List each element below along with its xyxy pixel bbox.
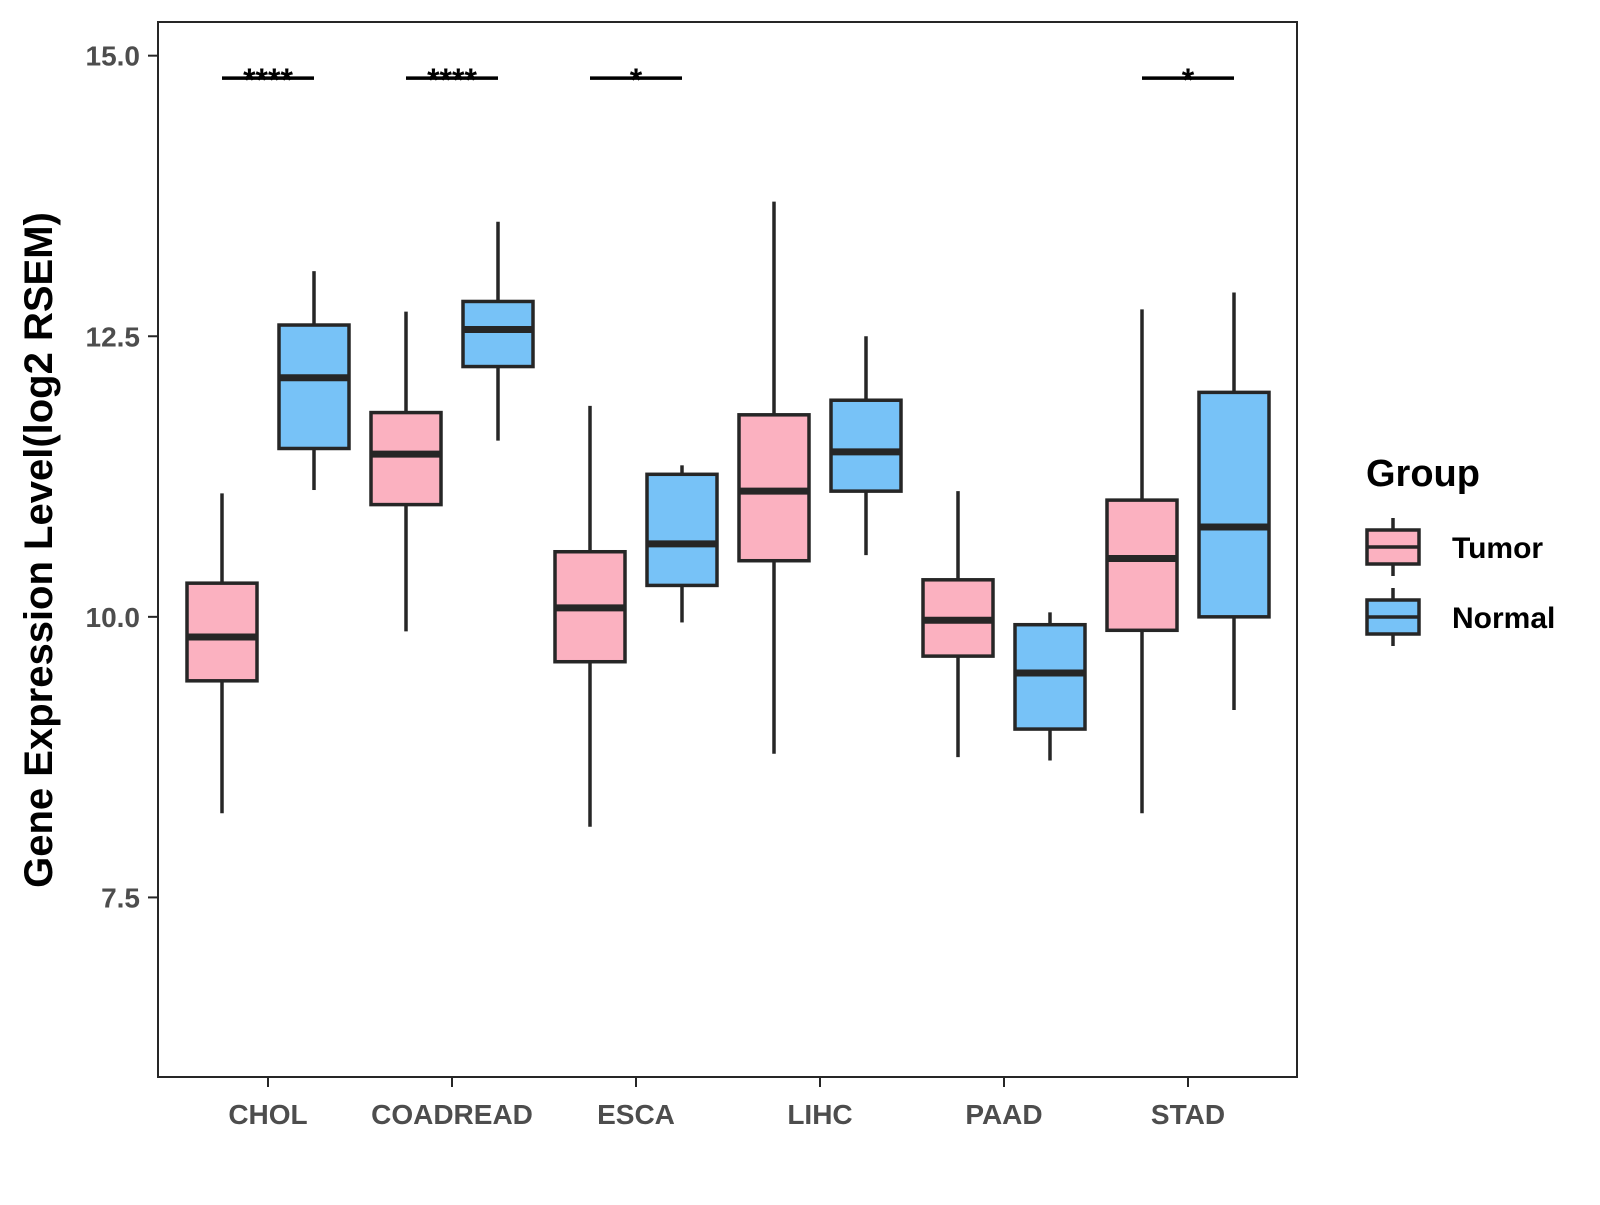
y-tick-label: 10.0 <box>86 602 141 633</box>
legend-label: Tumor <box>1452 532 1543 565</box>
x-tick-label: CHOL <box>228 1099 307 1130</box>
box-normal-stad <box>1197 292 1271 710</box>
box-tumor-stad <box>1105 309 1179 814</box>
x-tick-label: STAD <box>1151 1099 1225 1130</box>
x-tick-label: LIHC <box>787 1099 852 1130</box>
significance-label: * <box>630 62 643 98</box>
x-tick-label: PAAD <box>965 1099 1042 1130</box>
box-tumor-chol <box>185 493 259 814</box>
box-iqr <box>369 410 443 507</box>
box-normal-chol <box>277 271 351 491</box>
axis-ticks: 7.5 10.0 12.5 15.0 CHOL COADREAD ESCA LIHC PAAD S… <box>86 41 1226 1130</box>
box-normal-lihc <box>829 336 903 556</box>
significance-esca: * <box>590 62 682 98</box>
legend: Group Tumor Normal <box>1365 453 1555 646</box>
legend-item-normal: Normal <box>1365 588 1555 646</box>
box-normal-coadread <box>461 221 535 441</box>
box-iqr <box>277 323 351 451</box>
x-tick-label: COADREAD <box>371 1099 533 1130</box>
significance-coadread: **** <box>406 62 498 98</box>
significance-stad: * <box>1142 62 1234 98</box>
significance-chol: **** <box>222 62 314 98</box>
y-tick-label: 15.0 <box>86 41 141 72</box>
box-normal-paad <box>1013 612 1087 761</box>
box-tumor-coadread <box>369 311 443 632</box>
box-tumor-paad <box>921 491 995 758</box>
legend-label: Normal <box>1452 602 1555 635</box>
box-iqr <box>829 398 903 493</box>
significance-label: **** <box>427 62 477 98</box>
significance-layer: **** **** * * <box>222 62 1234 98</box>
significance-label: **** <box>243 62 293 98</box>
y-tick-label: 12.5 <box>86 321 141 352</box>
legend-item-tumor: Tumor <box>1365 518 1543 576</box>
box-iqr <box>1013 622 1087 731</box>
boxes-layer <box>185 201 1271 827</box>
box-tumor-esca <box>553 405 627 827</box>
legend-title: Group <box>1366 453 1480 495</box>
box-iqr <box>185 581 259 683</box>
x-tick-label: ESCA <box>597 1099 675 1130</box>
y-axis-title: Gene Expression Level(log2 RSEM) <box>17 212 61 888</box>
box-iqr <box>1105 498 1179 633</box>
significance-label: * <box>1182 62 1195 98</box>
box-iqr <box>645 472 719 588</box>
box-iqr <box>461 299 535 369</box>
y-tick-label: 7.5 <box>101 882 140 913</box>
box-iqr <box>1197 390 1271 619</box>
box-normal-esca <box>645 465 719 623</box>
box-tumor-lihc <box>737 201 811 754</box>
